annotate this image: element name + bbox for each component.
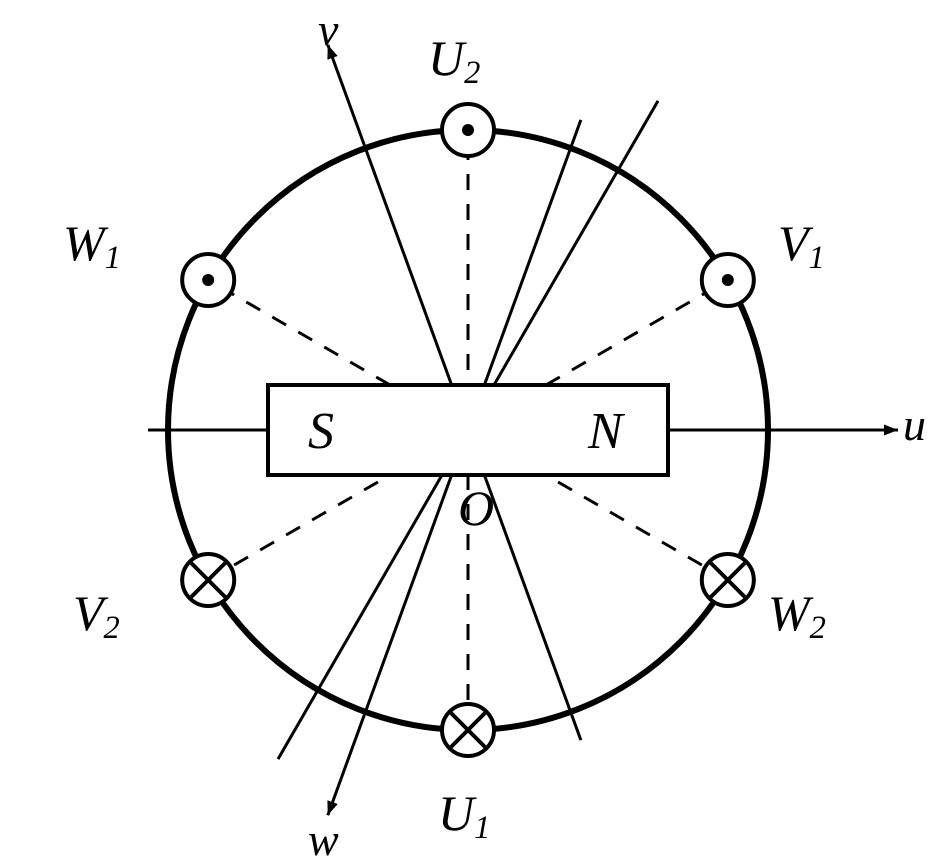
winding-label-U2: U2 bbox=[428, 30, 480, 91]
rotor-s-label: S bbox=[308, 403, 334, 460]
rotor-group: SN bbox=[268, 385, 668, 475]
current-out-dot-icon bbox=[202, 274, 214, 286]
current-out-dot-icon bbox=[462, 124, 474, 136]
winding-V2 bbox=[182, 554, 234, 606]
current-out-dot-icon bbox=[722, 274, 734, 286]
rotor-n-label: N bbox=[587, 403, 626, 460]
axis-label-u: u bbox=[903, 399, 926, 450]
winding-label-V1: V1 bbox=[778, 215, 825, 276]
winding-label-V2: V2 bbox=[73, 585, 120, 646]
axis-label-w: w bbox=[308, 814, 339, 863]
winding-V1 bbox=[702, 254, 754, 306]
origin-label: O bbox=[458, 480, 494, 536]
axis-label-v: v bbox=[318, 4, 339, 55]
winding-label-U1: U1 bbox=[438, 785, 490, 846]
winding-U2 bbox=[442, 104, 494, 156]
winding-W1 bbox=[182, 254, 234, 306]
winding-label-W2: W2 bbox=[768, 585, 826, 646]
winding-label-W1: W1 bbox=[63, 215, 121, 276]
motor-cross-section-diagram: SNuvwOU2U1V1V2W1W2 bbox=[0, 0, 937, 863]
winding-U1 bbox=[442, 704, 494, 756]
winding-W2 bbox=[702, 554, 754, 606]
